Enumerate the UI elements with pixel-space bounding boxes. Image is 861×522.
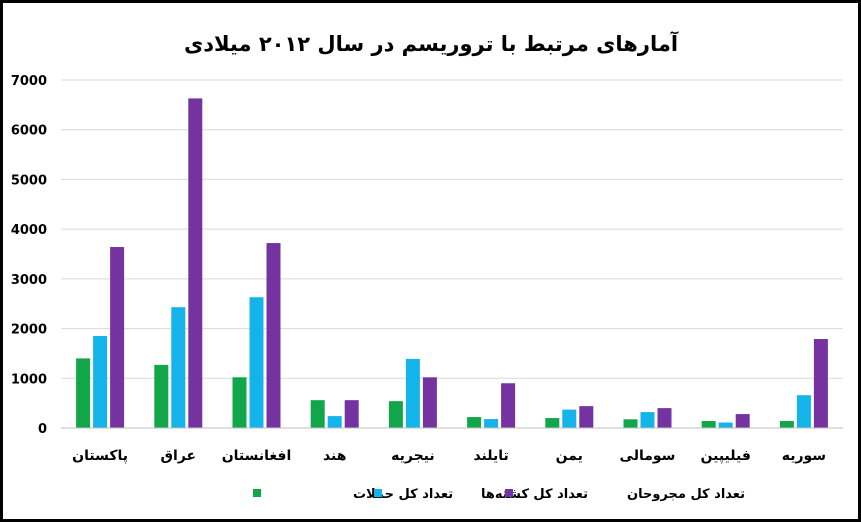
bar <box>640 412 655 428</box>
bar <box>579 406 594 428</box>
bar <box>796 395 811 428</box>
bar <box>171 307 186 428</box>
bar <box>545 418 560 428</box>
y-tick-label: 1000 <box>11 372 47 387</box>
y-tick-label: 7000 <box>11 74 47 89</box>
x-category-label: تایلند <box>473 448 508 464</box>
bar <box>422 377 437 428</box>
chart-svg: آمارهای مرتبط با تروریسم در سال ۲۰۱۲ میل… <box>11 31 843 502</box>
bar <box>718 422 733 428</box>
x-category-label: سوریه <box>782 448 826 464</box>
bar <box>562 409 577 428</box>
y-tick-label: 3000 <box>11 273 47 288</box>
legend-label: تعداد کل کشته‌ها <box>481 487 588 502</box>
y-tick-label: 5000 <box>11 173 47 188</box>
x-category-label: سومالی <box>620 448 676 464</box>
y-tick-label: 6000 <box>11 124 47 139</box>
bar <box>701 421 716 428</box>
bar <box>657 408 672 428</box>
x-category-label: هند <box>323 448 347 464</box>
bar <box>249 297 264 428</box>
bar <box>501 383 516 428</box>
bar <box>232 377 247 428</box>
bar <box>735 414 750 428</box>
x-category-label: پاکستان <box>72 448 128 464</box>
x-category-label: فیلیپین <box>701 448 751 464</box>
legend-label: تعداد کل مجروحان <box>627 487 745 502</box>
legend: تعداد کل حملات تعداد کل کشته‌ها تعداد کل م… <box>253 487 745 502</box>
bar <box>188 98 203 428</box>
bar <box>110 247 125 428</box>
bar <box>93 336 108 428</box>
bar <box>388 401 403 428</box>
x-axis: پاکستان عراق افغانستان هند نیجریه تایلند یمن سو… <box>61 427 843 464</box>
bar <box>344 400 359 428</box>
bar <box>623 419 638 428</box>
legend-label: تعداد کل حملات <box>353 487 453 502</box>
y-axis: 0 1000 2000 3000 4000 5000 6000 7000 <box>11 74 47 437</box>
y-tick-label: 0 <box>38 422 47 437</box>
bar <box>266 243 281 428</box>
bar <box>310 400 325 428</box>
x-category-label: یمن <box>556 448 583 464</box>
chart-title: آمارهای مرتبط با تروریسم در سال ۲۰۱۲ میل… <box>184 31 679 56</box>
x-category-label: افغانستان <box>222 448 292 464</box>
x-category-label: نیجریه <box>391 448 435 464</box>
y-tick-label: 2000 <box>11 323 47 338</box>
legend-swatch <box>374 489 382 497</box>
bar <box>467 417 482 428</box>
x-category-label: عراق <box>161 448 197 464</box>
bar <box>484 419 499 428</box>
legend-swatch <box>505 489 513 497</box>
bar <box>327 416 342 428</box>
bar <box>76 358 91 428</box>
bar <box>154 364 169 428</box>
y-tick-label: 4000 <box>11 223 47 238</box>
bar <box>405 358 420 428</box>
bar <box>779 421 794 428</box>
bar <box>813 339 828 428</box>
bars <box>76 98 828 428</box>
legend-swatch <box>253 489 261 497</box>
